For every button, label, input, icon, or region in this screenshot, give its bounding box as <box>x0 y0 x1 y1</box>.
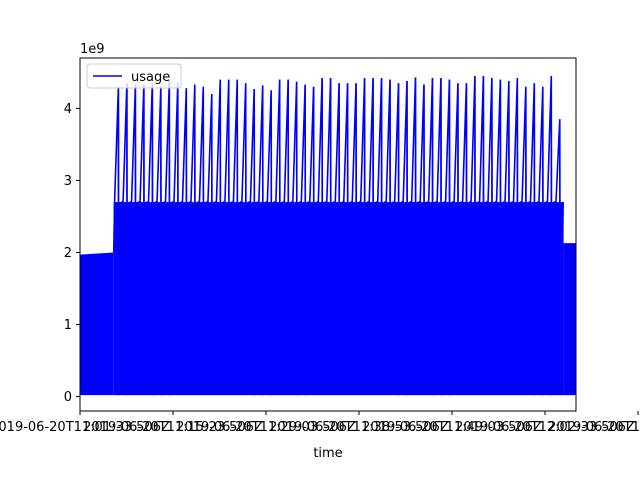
x-tick-label: 2019-06-20T11:49:03.506Z <box>362 420 542 435</box>
x-tick-label: 2019-06-20T11:15:23.506Z <box>83 420 263 435</box>
y-tick-label: 1 <box>64 318 72 333</box>
y-axis: 0 1 2 3 4 <box>64 102 80 405</box>
x-tick-label: 2019-06-20T12:15:23.506Z <box>548 420 640 435</box>
series-usage-segment-final <box>563 243 576 396</box>
legend-entry-usage: usage <box>131 70 170 85</box>
legend: usage <box>86 63 182 89</box>
y-tick-label: 2 <box>64 246 72 261</box>
series-usage-line <box>112 75 564 396</box>
series-usage-segment-initial <box>80 252 114 396</box>
x-axis-label: time <box>313 446 342 461</box>
y-tick-label: 4 <box>64 102 72 117</box>
x-tick-label: 2019-06-20T12:02:33.506Z <box>455 420 635 435</box>
axes-frame <box>79 57 577 412</box>
y-tick-label: 0 <box>64 390 72 405</box>
x-tick-label: 2019-06-20T11:01:33.506Z <box>0 420 170 435</box>
y-tick-label: 3 <box>64 174 72 189</box>
x-axis: 2019-06-20T11:01:33.506Z2019-06-20T11:15… <box>0 411 640 435</box>
x-tick-label: 2019-06-20T11:38:53.506Z <box>269 420 449 435</box>
x-tick-label: 2019-06-20T11:29:03.506Z <box>176 420 356 435</box>
legend-box <box>86 63 182 89</box>
y-offset-label: 1e9 <box>80 42 105 57</box>
